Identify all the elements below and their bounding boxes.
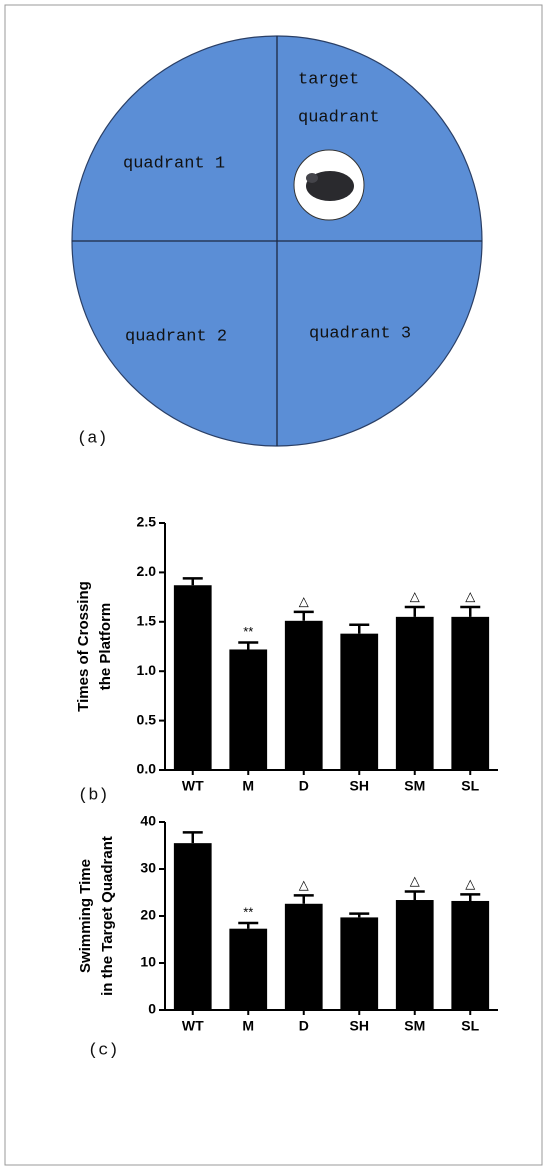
figure: target quadrant quadrant 1 quadrant 2 qu… xyxy=(0,0,547,1170)
y-axis-label: in the Target Quadrant xyxy=(99,836,116,996)
error-bar xyxy=(460,607,480,617)
quadrant-label: quadrant 3 xyxy=(309,324,411,343)
significance-mark: △ xyxy=(410,873,420,888)
panel-label: (b) xyxy=(78,786,109,805)
quadrant-label: target xyxy=(298,70,359,89)
y-tick-label: 1.0 xyxy=(137,662,157,678)
panel-label: (a) xyxy=(77,429,108,448)
mouse-icon xyxy=(306,173,318,183)
error-bar xyxy=(183,832,203,843)
x-tick-label: M xyxy=(242,778,254,794)
error-bar xyxy=(294,895,314,903)
error-bar xyxy=(238,643,258,650)
bar-chart: 0.0 0.5 1.0 1.5 2.0 2.5 Times of Crossing the P… xyxy=(75,514,498,806)
y-tick-label: 2.0 xyxy=(137,563,157,579)
bar xyxy=(451,617,489,770)
error-bar xyxy=(183,578,203,585)
x-tick-label: M xyxy=(242,1018,254,1034)
bar xyxy=(285,621,323,770)
y-tick-label: 40 xyxy=(140,813,156,829)
significance-mark: △ xyxy=(299,593,309,608)
y-tick-label: 2.5 xyxy=(137,514,157,530)
significance-mark: △ xyxy=(410,588,420,603)
x-tick-label: SM xyxy=(404,778,425,794)
error-bar xyxy=(294,612,314,621)
y-axis-label: the Platform xyxy=(97,603,114,691)
x-tick-label: SL xyxy=(461,1018,479,1034)
error-bar xyxy=(238,923,258,929)
y-axis-label: Swimming Time xyxy=(77,859,94,973)
y-tick-label: 10 xyxy=(140,954,156,970)
y-tick-label: 0.0 xyxy=(137,761,157,777)
bar xyxy=(396,900,434,1010)
x-tick-label: SL xyxy=(461,778,479,794)
bar xyxy=(340,634,378,770)
y-tick-label: 20 xyxy=(140,907,156,923)
error-bar xyxy=(349,914,369,918)
bar-chart: 0 10 20 30 40 Swimming Time in the Target Quad… xyxy=(77,813,498,1061)
x-tick-label: SM xyxy=(404,1018,425,1034)
panel-label: (c) xyxy=(88,1041,119,1060)
bar xyxy=(285,904,323,1010)
x-tick-label: D xyxy=(299,1018,309,1034)
bar xyxy=(174,843,212,1010)
y-tick-label: 0.5 xyxy=(137,711,157,727)
error-bar xyxy=(405,892,425,900)
bar xyxy=(396,617,434,770)
quadrant-label: quadrant 1 xyxy=(123,154,225,173)
significance-mark: ** xyxy=(243,904,253,919)
bar xyxy=(229,649,267,770)
bar xyxy=(229,929,267,1010)
error-bar xyxy=(405,607,425,617)
maze-diagram: target quadrant quadrant 1 quadrant 2 qu… xyxy=(72,36,482,448)
x-tick-label: SH xyxy=(350,778,369,794)
y-tick-label: 1.5 xyxy=(137,613,157,629)
bar xyxy=(451,901,489,1010)
significance-mark: △ xyxy=(465,588,475,603)
significance-mark: ** xyxy=(243,624,253,639)
x-tick-label: SH xyxy=(350,1018,369,1034)
x-tick-label: D xyxy=(299,778,309,794)
significance-mark: △ xyxy=(465,876,475,891)
y-tick-label: 30 xyxy=(140,860,156,876)
x-tick-label: WT xyxy=(182,1018,204,1034)
error-bar xyxy=(349,625,369,634)
quadrant-label: quadrant xyxy=(298,108,380,127)
y-axis-label: Times of Crossing xyxy=(75,581,92,712)
error-bar xyxy=(460,894,480,901)
significance-mark: △ xyxy=(299,877,309,892)
quadrant-label: quadrant 2 xyxy=(125,327,227,346)
y-tick-label: 0 xyxy=(148,1001,156,1017)
x-tick-label: WT xyxy=(182,778,204,794)
bar xyxy=(174,585,212,770)
bar xyxy=(340,917,378,1010)
